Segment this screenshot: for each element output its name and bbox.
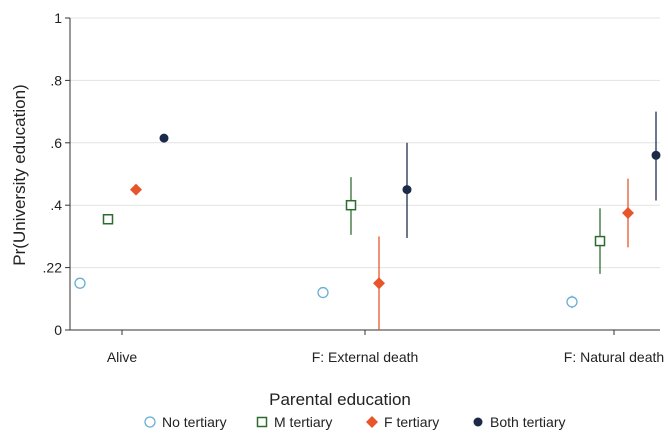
legend-label: F tertiary: [384, 414, 439, 430]
data-point: [159, 133, 169, 143]
data-point: [402, 185, 412, 195]
data-point: [74, 277, 86, 289]
y-tick-labels: 0 .22 .4 .6 .8 1: [43, 10, 70, 338]
y-tick-label: .22: [43, 260, 63, 276]
y-tick-label: .8: [50, 72, 62, 88]
y-tick-label: .4: [50, 197, 62, 213]
legend-label: M tertiary: [274, 414, 332, 430]
data-point: [594, 235, 606, 247]
data-point: [256, 416, 268, 428]
legend: No tertiary M tertiary F tertiary Both tert…: [144, 414, 565, 430]
y-tick-label: 1: [54, 10, 62, 26]
data-point: [317, 286, 329, 299]
data-points: [74, 133, 661, 308]
y-tick-label: 0: [54, 322, 62, 338]
x-tick-labels: Alive F: External death F: Natural death: [107, 330, 664, 365]
data-point: [473, 417, 483, 427]
data-point: [651, 150, 661, 160]
x-tick-label: F: External death: [312, 349, 419, 365]
data-point: [566, 296, 578, 308]
data-point: [366, 416, 378, 428]
data-point: [144, 416, 156, 428]
data-point: [102, 213, 114, 225]
legend-label: Both tertiary: [490, 414, 565, 430]
data-point: [345, 199, 357, 211]
y-axis-title: Pr(University education): [10, 84, 29, 265]
confidence-intervals: [322, 111, 657, 330]
data-point: [373, 277, 385, 290]
data-point: [130, 183, 142, 196]
x-tick-label: F: Natural death: [564, 349, 664, 365]
x-tick-label: Alive: [107, 349, 138, 365]
y-tick-label: .6: [50, 135, 62, 151]
x-axis-title: Parental education: [269, 390, 411, 409]
grid: [70, 17, 660, 269]
data-point: [622, 207, 634, 219]
legend-label: No tertiary: [162, 414, 227, 430]
axes: [69, 18, 660, 331]
